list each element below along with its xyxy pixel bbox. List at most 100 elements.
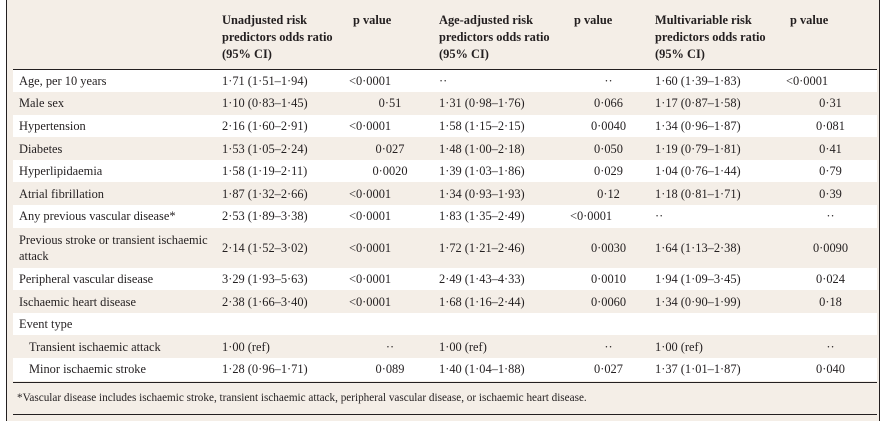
age-adjusted-p: ·· xyxy=(604,74,613,89)
age-adjusted-or: 1·58 (1·15–2·15) xyxy=(439,118,525,133)
table-row: Transient ischaemic attack 1·00 (ref) ··… xyxy=(13,335,877,358)
age-adjusted-or: 1·83 (1·35–2·49) xyxy=(439,209,525,224)
age-adjusted-p: 0·027 xyxy=(594,362,623,377)
age-adjusted-p: 0·12 xyxy=(597,186,620,201)
table-row: Age, per 10 years 1·71 (1·51–1·94) <0·00… xyxy=(13,69,877,93)
age-adjusted-or xyxy=(433,313,568,336)
row-label: Minor ischaemic stroke xyxy=(29,362,146,377)
row-label: Hypertension xyxy=(19,118,86,133)
age-adjusted-p: 0·050 xyxy=(594,141,623,156)
header-unadjusted-or: Unadjusted risk predictors odds ratio (9… xyxy=(222,13,333,61)
unadjusted-or: 1·58 (1·19–2·11) xyxy=(222,164,308,179)
bottom-rule xyxy=(13,414,877,415)
unadjusted-p: <0·0001 xyxy=(349,118,392,133)
multivariable-or xyxy=(649,313,784,336)
age-adjusted-or: 1·68 (1·16–2·44) xyxy=(439,294,525,309)
unadjusted-p: <0·0001 xyxy=(349,294,392,309)
age-adjusted-p: <0·0001 xyxy=(570,209,613,224)
header-age-adjusted-p: p value xyxy=(574,13,613,27)
age-adjusted-or: 1·34 (0·93–1·93) xyxy=(439,186,525,201)
multivariable-p: 0·024 xyxy=(816,271,845,286)
unadjusted-p: <0·0001 xyxy=(349,186,392,201)
row-label: Ischaemic heart disease xyxy=(19,294,136,309)
row-label: Event type xyxy=(19,317,73,332)
multivariable-or: 1·60 (1·39–1·83) xyxy=(655,74,741,89)
age-adjusted-p: 0·0030 xyxy=(590,240,627,255)
row-label: Hyperlipidaemia xyxy=(19,164,103,179)
footnote-divider xyxy=(13,382,877,383)
row-label: Previous stroke or transient ischaemic a… xyxy=(19,232,208,263)
table-row: Hypertension 2·16 (1·60–2·91) <0·0001 1·… xyxy=(13,114,877,138)
row-label: Peripheral vascular disease xyxy=(19,271,154,286)
age-adjusted-p: 0·0040 xyxy=(590,118,627,133)
multivariable-or: 1·94 (1·09–3·45) xyxy=(655,271,741,286)
unadjusted-or: 3·29 (1·93–5·63) xyxy=(222,271,308,286)
age-adjusted-or: 2·49 (1·43–4·33) xyxy=(439,271,525,286)
multivariable-p: <0·0001 xyxy=(786,74,829,89)
multivariable-or: 1·19 (0·79–1·81) xyxy=(655,141,741,156)
multivariable-p: 0·18 xyxy=(819,294,842,309)
age-adjusted-or: 1·40 (1·04–1·88) xyxy=(439,362,525,377)
header-multivariable-or: Multivariable risk predictors odds ratio… xyxy=(655,13,766,61)
age-adjusted-or: 1·00 (ref) xyxy=(439,339,487,354)
unadjusted-p: 0·027 xyxy=(375,141,405,156)
multivariable-or: ·· xyxy=(655,209,664,224)
row-label: Atrial fibrillation xyxy=(19,186,104,201)
age-adjusted-or: 1·39 (1·03–1·86) xyxy=(439,164,525,179)
header-row: Unadjusted risk predictors odds ratio (9… xyxy=(13,8,877,70)
age-adjusted-p: 0·066 xyxy=(594,96,623,111)
unadjusted-or: 1·00 (ref) xyxy=(222,339,270,354)
multivariable-or: 1·34 (0·96–1·87) xyxy=(655,118,741,133)
unadjusted-or: 2·53 (1·89–3·38) xyxy=(222,209,308,224)
header-label xyxy=(13,8,216,70)
age-adjusted-p xyxy=(568,313,649,336)
unadjusted-or: 1·87 (1·32–2·66) xyxy=(222,186,308,201)
multivariable-p: 0·0090 xyxy=(812,240,849,255)
row-label: Any previous vascular disease* xyxy=(19,209,176,224)
age-adjusted-or: 1·72 (1·21–2·46) xyxy=(439,240,525,255)
age-adjusted-p: 0·029 xyxy=(594,164,623,179)
header-multivariable-p: p value xyxy=(790,13,829,27)
unadjusted-p: <0·0001 xyxy=(349,240,392,255)
unadjusted-or: 1·71 (1·51–1·94) xyxy=(222,74,308,89)
header-unadjusted-p: p value xyxy=(353,13,392,27)
table-row: Hyperlipidaemia 1·58 (1·19–2·11) 0·0020 … xyxy=(13,159,877,183)
multivariable-or: 1·64 (1·13–2·38) xyxy=(655,240,741,255)
unadjusted-p: <0·0001 xyxy=(349,209,392,224)
table-panel: Unadjusted risk predictors odds ratio (9… xyxy=(6,0,880,421)
age-adjusted-or: 1·48 (1·00–2·18) xyxy=(439,141,525,156)
footnote: *Vascular disease includes ischaemic str… xyxy=(17,392,587,404)
unadjusted-p: 0·0020 xyxy=(372,164,408,179)
multivariable-p: 0·081 xyxy=(816,118,845,133)
header-age-adjusted-or: Age-adjusted risk predictors odds ratio … xyxy=(439,13,550,61)
age-adjusted-p: 0·0060 xyxy=(590,294,627,309)
table-row: Ischaemic heart disease 2·38 (1·66–3·40)… xyxy=(13,290,877,313)
unadjusted-or: 1·28 (0·96–1·71) xyxy=(222,362,308,377)
unadjusted-p: <0·0001 xyxy=(349,271,392,286)
table-row: Male sex 1·10 (0·83–1·45) 0·51 1·31 (0·9… xyxy=(13,92,877,115)
table-row: Diabetes 1·53 (1·05–2·24) 0·027 1·48 (1·… xyxy=(13,137,877,160)
multivariable-p: 0·040 xyxy=(816,362,845,377)
unadjusted-or: 1·53 (1·05–2·24) xyxy=(222,141,308,156)
unadjusted-or xyxy=(216,313,347,336)
multivariable-or: 1·37 (1·01–1·87) xyxy=(655,362,741,377)
age-adjusted-p: 0·0010 xyxy=(590,271,627,286)
unadjusted-p: 0·089 xyxy=(375,362,405,377)
age-adjusted-or: 1·31 (0·98–1·76) xyxy=(439,96,525,111)
age-adjusted-p: ·· xyxy=(604,339,613,354)
odds-ratio-table: Unadjusted risk predictors odds ratio (9… xyxy=(13,8,877,381)
unadjusted-p xyxy=(347,313,433,336)
unadjusted-or: 1·10 (0·83–1·45) xyxy=(222,96,308,111)
multivariable-p xyxy=(784,313,877,336)
unadjusted-p: <0·0001 xyxy=(349,74,392,89)
row-label: Transient ischaemic attack xyxy=(29,339,161,354)
unadjusted-or: 2·16 (1·60–2·91) xyxy=(222,118,308,133)
table-row: Previous stroke or transient ischaemic a… xyxy=(13,228,877,268)
multivariable-p: 0·41 xyxy=(819,141,842,156)
row-label: Diabetes xyxy=(19,141,63,156)
multivariable-or: 1·04 (0·76–1·44) xyxy=(655,164,741,179)
multivariable-p: ·· xyxy=(826,209,835,224)
multivariable-or: 1·18 (0·81–1·71) xyxy=(655,186,741,201)
multivariable-p: ·· xyxy=(826,339,835,354)
row-label: Male sex xyxy=(19,96,65,111)
